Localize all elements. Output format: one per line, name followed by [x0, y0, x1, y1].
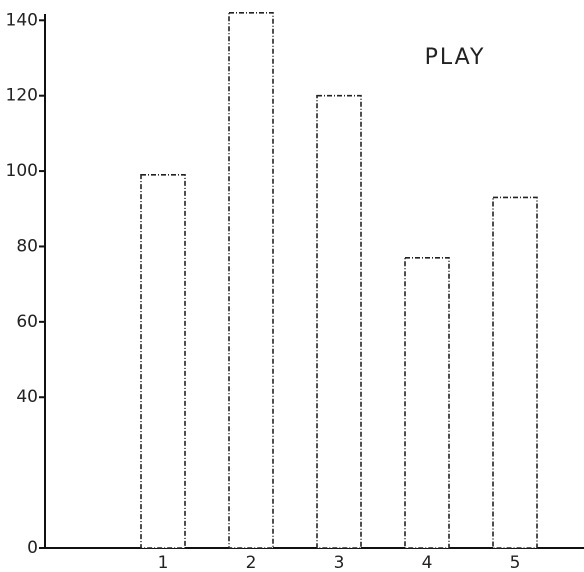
y-tick-label: 140: [6, 10, 38, 30]
bar: [140, 174, 186, 549]
x-tick-label: 3: [334, 553, 345, 572]
y-tick-label: 60: [16, 312, 38, 332]
bar: [228, 11, 274, 549]
chart-title: PLAY: [425, 45, 486, 70]
x-tick-label: 2: [246, 553, 257, 572]
bar: [492, 196, 538, 549]
x-tick-label: 1: [158, 553, 169, 572]
y-tick-label: 40: [16, 387, 38, 407]
y-tick-label: 80: [16, 236, 38, 256]
x-tick-label: 4: [422, 553, 433, 572]
y-tick-label: 120: [6, 86, 38, 106]
y-tick-label: 100: [6, 161, 38, 181]
y-tick-label: 0: [27, 538, 38, 558]
bar: [316, 94, 362, 549]
bar: [404, 256, 450, 549]
x-tick-label: 5: [510, 553, 521, 572]
